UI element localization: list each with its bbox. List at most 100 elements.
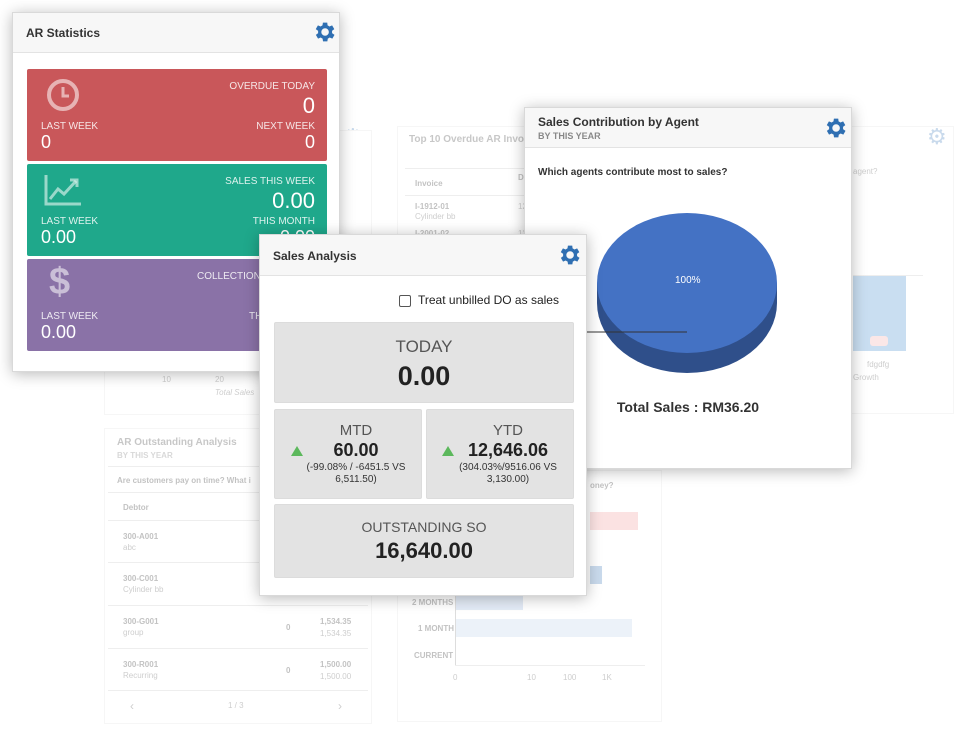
card-title: Sales Analysis [273, 249, 357, 263]
overdue-today-label: OVERDUE TODAY [229, 81, 315, 92]
agent-pie-chart[interactable] [525, 183, 853, 383]
next-week-label: NEXT WEEK [256, 121, 315, 132]
ytd-note: (304.03%/9516.06 VS [459, 462, 557, 473]
bg-row-d: 12 [518, 229, 527, 238]
last-week-label: LAST WEEK [41, 121, 99, 132]
this-month-label: TH [249, 311, 263, 322]
bg-right-panel [842, 126, 954, 414]
overdue-today-value: 0 [302, 93, 315, 118]
bg-debtor-name: abc [123, 543, 136, 552]
outstanding-so-value: 16,640.00 [375, 538, 473, 563]
bg-pager-next[interactable]: › [338, 699, 342, 713]
last-week-label: LAST WEEK [41, 311, 99, 322]
collection-label: COLLECTION [197, 271, 261, 282]
bg-debtor-code: 300-G001 [123, 617, 159, 626]
today-value: 0.00 [397, 361, 451, 391]
bg-debtor-code: 300-R001 [123, 660, 159, 669]
card-title: AR Statistics [26, 26, 101, 40]
bg-chart-label: fdgdfg [867, 360, 890, 369]
sales-this-week-label: SALES THIS WEEK [225, 176, 315, 187]
last-week-label: LAST WEEK [41, 216, 99, 227]
bg-aging-bar [456, 594, 523, 610]
ytd-label: YTD [493, 422, 523, 439]
bg-aging-label: 2 MONTHS [412, 598, 454, 607]
bg-debtor-v1: 1,534.35 [320, 617, 352, 626]
unbilled-do-label: Treat unbilled DO as sales [418, 293, 559, 307]
bg-chart-label: Growth [853, 373, 879, 382]
card-subtitle: BY THIS YEAR [538, 131, 601, 141]
last-week-value: 0.00 [41, 322, 77, 342]
clock-icon [47, 79, 79, 111]
bg-row-sub: Cylinder bb [415, 212, 456, 221]
next-week-value: 0 [304, 132, 315, 152]
bg-debtor-name: Recurring [123, 671, 158, 680]
mtd-note: (-99.08% / -6451.5 VS [306, 462, 406, 473]
agent-question: Which agents contribute most to sales? [538, 167, 728, 178]
total-sales: Total Sales : RM36.20 [616, 399, 760, 415]
card-header: Sales Analysis [260, 235, 586, 276]
pie-slice [597, 213, 777, 353]
bg-debtor-v2: 1,534.35 [320, 629, 352, 638]
card-header: Sales Contribution by Agent BY THIS YEAR [525, 108, 851, 148]
bg-debtor-name: group [123, 628, 144, 637]
bg-row-d: 12 [518, 202, 527, 211]
bg-col-invoice: Invoice [415, 179, 443, 188]
bg-top10-title: Top 10 Overdue AR Invo [409, 134, 525, 145]
bg-aging-label: 1 MONTH [418, 624, 454, 633]
bg-gear-icon: ⚙ [343, 124, 363, 150]
bg-axis-tick: 100 [563, 673, 577, 682]
up-arrow-icon [442, 446, 454, 456]
gear-icon[interactable] [556, 242, 582, 268]
outstanding-so-label: OUTSTANDING SO [361, 519, 487, 535]
unbilled-do-checkbox[interactable] [399, 295, 411, 307]
today-label: TODAY [395, 337, 453, 356]
up-arrow-icon [291, 446, 303, 456]
bg-outstanding-title: AR Outstanding Analysis [117, 437, 237, 448]
bg-money-question: oney? [590, 481, 614, 490]
bg-left-tick: 10 [162, 375, 171, 384]
bg-aging-label: CURRENT [414, 651, 454, 660]
bg-outstanding-question: Are customers pay on time? What i [117, 476, 251, 485]
bg-debtor-v1: 1,500.00 [320, 660, 352, 669]
bg-debtor-code: 300-C001 [123, 574, 159, 583]
dollar-icon: $ [49, 261, 71, 303]
bg-axis-tick: 1K [602, 673, 612, 682]
bg-pager-prev[interactable]: ‹ [130, 699, 134, 713]
bg-aging-bar [590, 566, 602, 584]
pie-slice-label: 100% [675, 275, 701, 286]
card-title: Sales Contribution by Agent [538, 115, 699, 129]
ytd-box: YTD 12,646.06 (304.03%/9516.06 VS 3,130.… [426, 409, 574, 499]
bg-debtor-v2: 1,500.00 [320, 672, 352, 681]
sales-this-week-value: 0.00 [272, 188, 315, 213]
mtd-value: 60.00 [333, 440, 379, 460]
bg-axis-tick: 10 [527, 673, 536, 682]
bg-debtor-code: 300-A001 [123, 532, 159, 541]
last-week-value: 0.00 [41, 227, 77, 247]
trend-chart-icon [44, 175, 81, 206]
bg-row-invoice: I-1912-01 [415, 202, 450, 211]
mtd-label: MTD [339, 422, 373, 439]
this-month-label: THIS MONTH [252, 216, 315, 227]
overdue-tile[interactable]: OVERDUE TODAY 0 LAST WEEK 0 NEXT WEEK 0 [27, 69, 327, 161]
outstanding-so-box: OUTSTANDING SO 16,640.00 [274, 504, 574, 578]
bg-debtor-col: Debtor [123, 503, 149, 512]
ytd-value: 12,646.06 [467, 440, 549, 460]
mtd-box: MTD 60.00 (-99.08% / -6451.5 VS 6,511.50… [274, 409, 422, 499]
bg-row-invoice: I-2001-02 [415, 229, 449, 238]
bg-aging-bar [590, 512, 638, 530]
bg-col-d: D [518, 173, 524, 182]
bg-pager: 1 / 3 [228, 701, 244, 710]
mtd-note: 6,511.50) [335, 474, 377, 485]
gear-icon[interactable] [822, 115, 848, 141]
bg-debtor-name: Cylinder bb [123, 585, 164, 594]
bg-top10-panel [397, 126, 537, 246]
bg-axis-tick: 0 [453, 673, 458, 682]
ytd-note: 3,130.00) [486, 474, 530, 485]
last-week-value: 0 [41, 132, 52, 152]
bg-aging-bar [456, 619, 632, 637]
bg-left-label: Total Sales [215, 388, 255, 397]
gear-icon[interactable] [311, 19, 337, 45]
bg-gear-icon: ⚙ [927, 124, 947, 149]
card-header: AR Statistics [13, 13, 339, 53]
sales-contribution-card: Sales Contribution by Agent BY THIS YEAR… [524, 107, 852, 469]
